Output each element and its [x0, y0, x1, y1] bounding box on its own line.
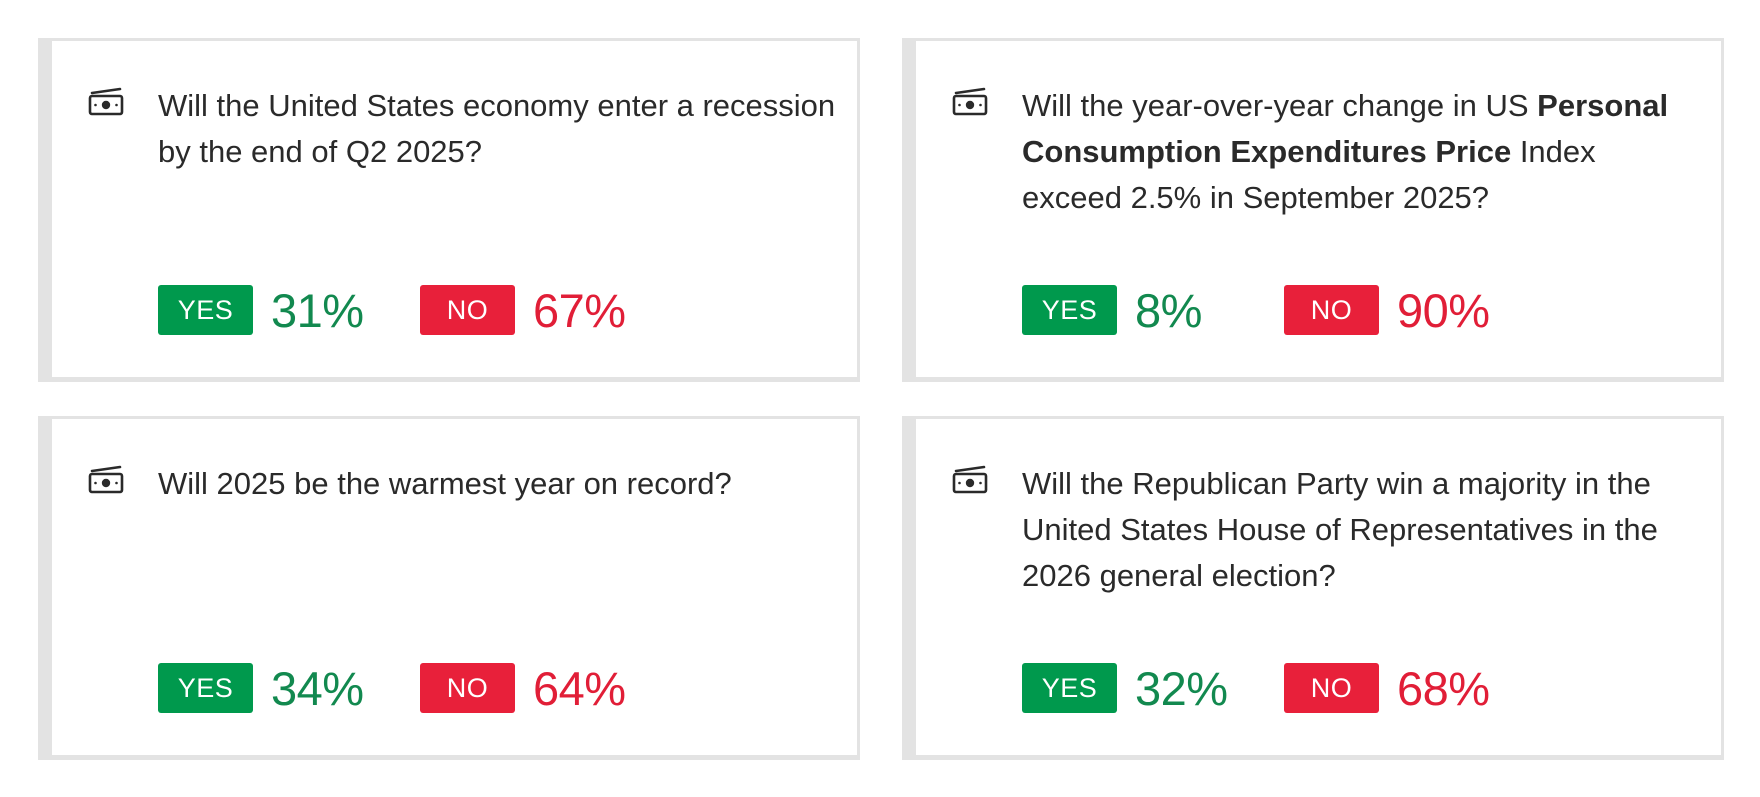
market-card-warmest-year[interactable]: Will 2025 be the warmest year on record?…: [38, 416, 860, 760]
no-percentage: 90%: [1397, 283, 1490, 337]
yes-outcome[interactable]: YES 31%: [158, 283, 420, 338]
money-icon: [952, 465, 988, 494]
no-percentage: 64%: [533, 661, 626, 715]
no-outcome[interactable]: NO 68%: [1284, 661, 1490, 716]
yes-badge[interactable]: YES: [1022, 663, 1117, 713]
no-percentage: 67%: [533, 283, 626, 337]
no-badge[interactable]: NO: [420, 285, 515, 335]
market-card-recession[interactable]: Will the United States economy enter a r…: [38, 38, 860, 382]
yes-outcome[interactable]: YES 8%: [1022, 283, 1284, 338]
yes-percentage: 8%: [1135, 283, 1202, 337]
yes-badge[interactable]: YES: [158, 285, 253, 335]
no-badge[interactable]: NO: [420, 663, 515, 713]
market-question: Will the Republican Party win a majority…: [1022, 466, 1658, 593]
money-icon: [88, 87, 124, 116]
market-outcomes: YES 8% NO 90%: [1022, 283, 1490, 338]
yes-badge[interactable]: YES: [1022, 285, 1117, 335]
yes-percentage: 32%: [1135, 661, 1228, 715]
question-text-bold: Personal Consumption Expenditures Price: [1022, 88, 1669, 169]
market-card-pce-index[interactable]: Will the year-over-year change in US Per…: [902, 38, 1724, 382]
market-outcomes: YES 34% NO 64%: [158, 661, 626, 716]
yes-outcome[interactable]: YES 34%: [158, 661, 420, 716]
question-text-start: Will the year-over-year change in US: [1022, 88, 1538, 123]
yes-badge[interactable]: YES: [158, 663, 253, 713]
no-outcome[interactable]: NO 64%: [420, 661, 626, 716]
market-outcomes: YES 31% NO 67%: [158, 283, 626, 338]
no-badge[interactable]: NO: [1284, 663, 1379, 713]
no-badge[interactable]: NO: [1284, 285, 1379, 335]
yes-percentage: 34%: [271, 661, 364, 715]
market-outcomes: YES 32% NO 68%: [1022, 661, 1490, 716]
no-outcome[interactable]: NO 67%: [420, 283, 626, 338]
no-percentage: 68%: [1397, 661, 1490, 715]
market-question: Will the United States economy enter a r…: [158, 88, 836, 169]
no-outcome[interactable]: NO 90%: [1284, 283, 1490, 338]
money-icon: [952, 87, 988, 116]
market-question: Will the year-over-year change in US Per…: [1022, 83, 1702, 221]
yes-percentage: 31%: [271, 283, 364, 337]
market-grid: Will the United States economy enter a r…: [38, 38, 1724, 760]
money-icon: [88, 465, 124, 494]
market-question: Will 2025 be the warmest year on record?: [158, 466, 732, 501]
yes-outcome[interactable]: YES 32%: [1022, 661, 1284, 716]
question-text-end: Index exceed 2.5% in September 2025?: [1022, 134, 1596, 215]
market-card-house-majority[interactable]: Will the Republican Party win a majority…: [902, 416, 1724, 760]
